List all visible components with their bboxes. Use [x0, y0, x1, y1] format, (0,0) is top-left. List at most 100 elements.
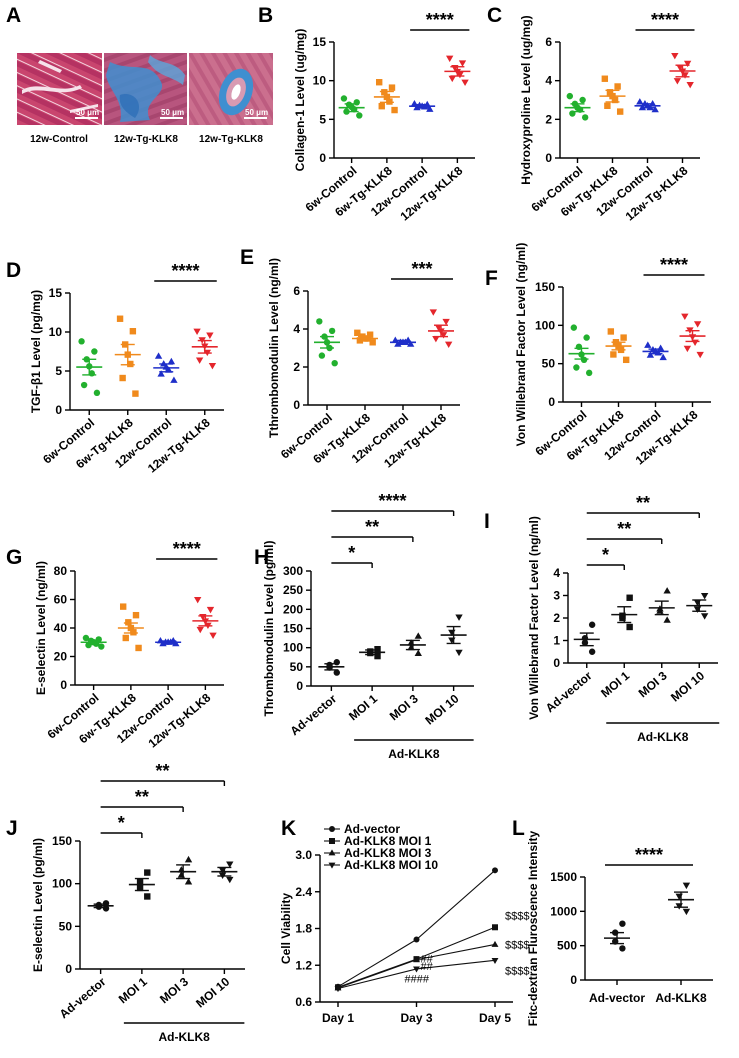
significance-annotation: ####	[405, 974, 430, 986]
data-point	[588, 648, 596, 655]
significance-stars: *	[602, 545, 609, 565]
data-point	[135, 644, 142, 652]
data-point	[80, 381, 88, 389]
chart-j: J 0 50 100 150 E-selectin Level (pg/ml) Ad-vec…	[6, 761, 245, 1044]
chart-h: H 0 50 100 150 200 250 300 Thrombomodulin Level …	[254, 491, 474, 761]
data-point	[414, 632, 422, 639]
data-point	[622, 356, 630, 364]
legend-marker	[328, 862, 336, 869]
x-tick-label: 12w-Tg-KLK8	[623, 163, 691, 223]
micrograph-caption-1: 12w-Control	[30, 134, 88, 145]
data-point	[663, 616, 671, 623]
y-tick-label: 6	[293, 284, 300, 298]
data-point	[391, 336, 399, 343]
data-point	[226, 876, 234, 884]
data-point	[683, 345, 692, 353]
y-tick-label: 40	[54, 621, 68, 635]
data-point	[167, 357, 176, 365]
x-tick-label: Ad-vector	[543, 668, 595, 715]
y-tick-label: 150	[52, 834, 72, 848]
x-tick-label: Day 5	[479, 1011, 511, 1025]
data-point	[226, 861, 234, 868]
data-point	[604, 102, 611, 109]
x-tick-label: MOI 3	[636, 668, 670, 700]
y-tick-label: 1	[553, 634, 560, 648]
y-tick-label: 300	[283, 564, 303, 578]
chart-l: L 0 500 1000 1500 Fitc-dextran Fluroscence In…	[512, 817, 713, 1026]
data-point	[119, 374, 126, 382]
data-point	[446, 55, 454, 63]
x-tick-label: Ad-vector	[57, 974, 109, 1021]
data-point	[356, 112, 363, 119]
data-point	[619, 920, 626, 927]
data-point	[206, 332, 214, 339]
significance-stars: **	[135, 787, 149, 807]
x-tick-label: Day 1	[322, 1011, 354, 1025]
x-tick-label: MOI 1	[598, 668, 632, 700]
data-point	[607, 328, 615, 335]
data-point	[492, 867, 498, 874]
y-tick-label: 0	[545, 151, 552, 165]
data-point	[194, 596, 202, 604]
data-point	[601, 75, 609, 82]
y-axis-label: Von Willebrand Factor Level (ng/ml)	[527, 516, 541, 720]
data-point	[659, 353, 667, 361]
significance-stars: **	[155, 761, 169, 781]
panel-label-h: H	[254, 546, 269, 569]
data-point	[458, 60, 467, 67]
significance-stars: *	[348, 543, 355, 563]
data-point	[619, 945, 626, 952]
data-point	[333, 669, 340, 676]
data-point	[136, 878, 144, 886]
y-tick-label: 3.0	[295, 848, 312, 862]
data-point	[700, 613, 709, 620]
y-axis-label: Fitc-dextran Fluroscence Intensity	[526, 830, 540, 1026]
y-tick-label: 100	[52, 877, 72, 891]
data-point	[585, 369, 593, 377]
x-tick-label: MOI 10	[193, 974, 232, 1010]
y-tick-label: 100	[283, 641, 303, 655]
data-point	[566, 92, 574, 100]
y-tick-label: 50	[542, 357, 556, 371]
panel-label-i: I	[484, 510, 490, 533]
data-point	[610, 351, 617, 358]
significance-stars: ***	[411, 259, 432, 279]
group-label: Ad-KLK8	[637, 730, 689, 744]
data-point	[374, 646, 381, 653]
y-tick-label: 0	[65, 962, 72, 976]
panel-label-e: E	[240, 246, 254, 269]
data-point	[328, 327, 336, 335]
data-point	[651, 105, 659, 113]
significance-annotation: $$$$	[505, 939, 529, 951]
y-tick-label: 250	[283, 583, 303, 597]
data-point	[206, 606, 215, 614]
y-axis-label: TGF-β1 Level (pg/mg)	[29, 290, 43, 413]
data-point	[116, 315, 124, 322]
data-point	[78, 338, 85, 345]
y-tick-label: 50	[290, 660, 304, 674]
group-label: Ad-KLK8	[158, 1030, 210, 1044]
data-point	[331, 360, 338, 367]
y-tick-label: 0	[55, 403, 62, 417]
data-point	[209, 632, 217, 639]
data-point	[102, 905, 110, 912]
chart-f: F 0 50 100 150 Von Willebrand Factor Level (n…	[485, 243, 711, 468]
y-tick-label: 5	[319, 112, 326, 126]
data-point	[318, 352, 326, 359]
data-point	[581, 114, 589, 121]
legend-marker	[329, 826, 335, 832]
significance-annotation: $$$$	[505, 910, 529, 922]
y-axis-label: Thrombomodulin Level (pg/ml)	[262, 541, 276, 717]
data-point	[95, 636, 102, 643]
data-point	[386, 98, 393, 105]
y-tick-label: 10	[313, 74, 327, 88]
data-point	[681, 313, 689, 320]
data-point	[445, 341, 453, 349]
data-point	[374, 652, 381, 660]
data-point	[580, 356, 588, 364]
